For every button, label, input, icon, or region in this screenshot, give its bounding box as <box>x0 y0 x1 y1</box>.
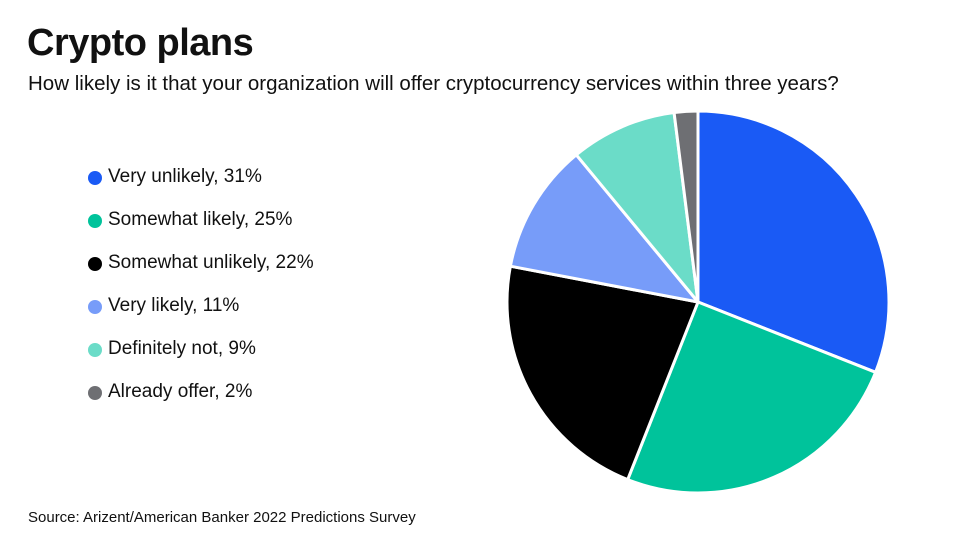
pie-slice-very-unlikely <box>696 109 891 374</box>
legend-dot-icon <box>88 386 102 400</box>
legend-dot-icon <box>88 171 102 185</box>
chart-subtitle: How likely is it that your organization … <box>28 72 839 95</box>
chart-title: Crypto plans <box>27 22 254 64</box>
pie-slice-already-offer <box>672 109 700 304</box>
legend-label: Very unlikely, 31% <box>108 166 262 187</box>
legend-dot-icon <box>88 214 102 228</box>
legend-dot-icon <box>88 343 102 357</box>
legend-item: Definitely not, 9% <box>88 338 314 381</box>
legend-item: Somewhat likely, 25% <box>88 209 314 252</box>
pie-slice-somewhat-unlikely <box>505 264 700 482</box>
legend-dot-icon <box>88 257 102 271</box>
pie-slice-definitely-not <box>574 111 700 304</box>
legend-item: Very likely, 11% <box>88 295 314 338</box>
pie-slice-somewhat-likely <box>626 300 878 495</box>
legend-label: Somewhat unlikely, 22% <box>108 252 314 273</box>
legend-label: Somewhat likely, 25% <box>108 209 293 230</box>
legend-item: Already offer, 2% <box>88 381 314 424</box>
legend-item: Very unlikely, 31% <box>88 166 314 209</box>
legend-label: Already offer, 2% <box>108 381 253 402</box>
legend-dot-icon <box>88 300 102 314</box>
pie-slice-very-likely <box>508 153 700 304</box>
legend-label: Definitely not, 9% <box>108 338 256 359</box>
legend-item: Somewhat unlikely, 22% <box>88 252 314 295</box>
legend: Very unlikely, 31% Somewhat likely, 25% So… <box>88 166 314 424</box>
legend-label: Very likely, 11% <box>108 295 240 316</box>
source-note: Source: Arizent/American Banker 2022 Pre… <box>28 509 416 526</box>
